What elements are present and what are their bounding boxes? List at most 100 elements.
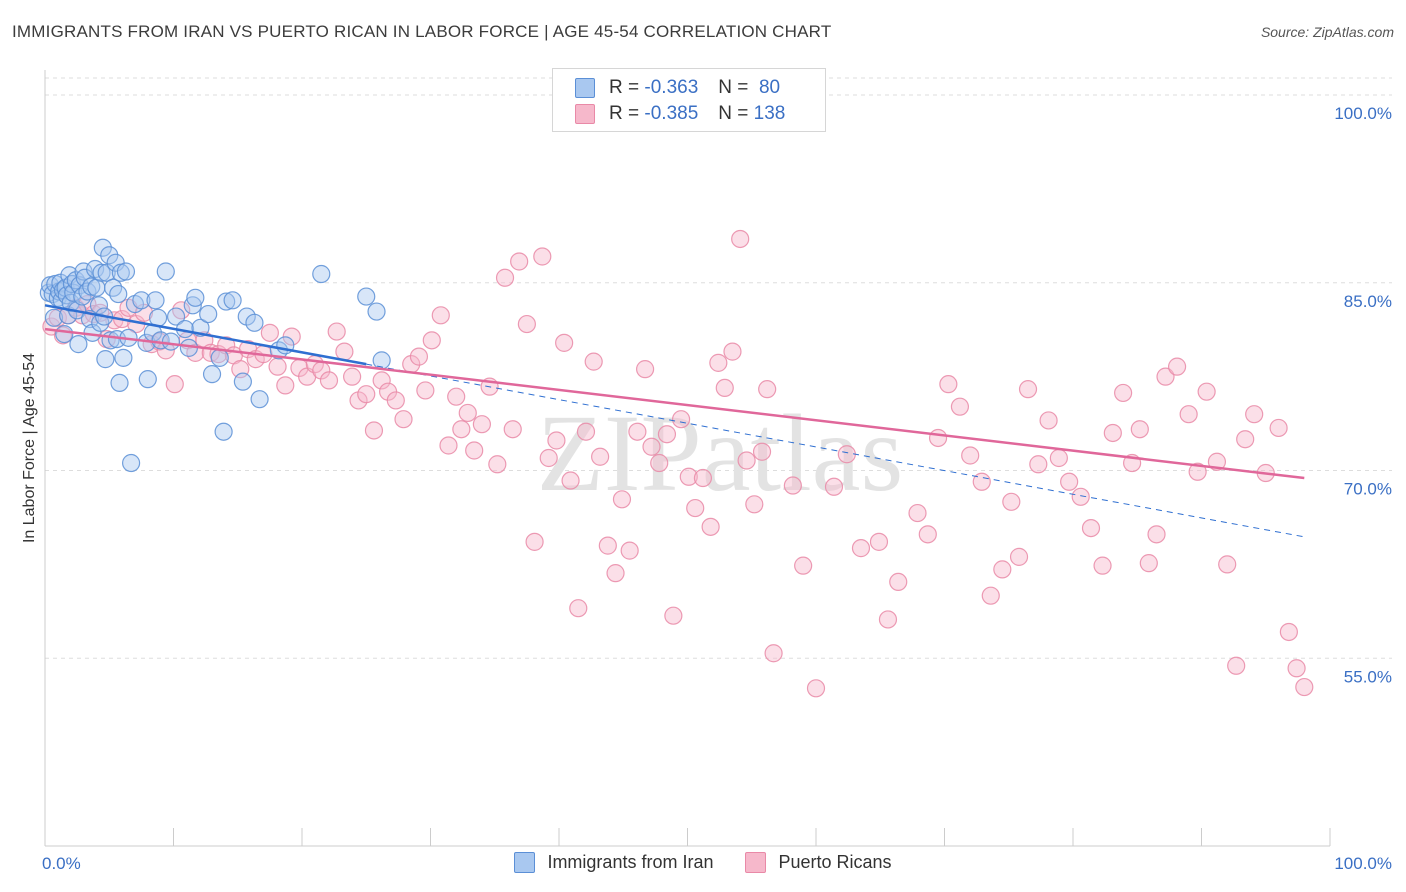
data-point	[93, 238, 112, 257]
data-point	[664, 606, 683, 625]
data-point	[1218, 555, 1237, 574]
x-tick-label: 100.0%	[1334, 854, 1392, 873]
data-point	[488, 455, 507, 474]
data-point	[1039, 411, 1058, 430]
data-point	[260, 323, 279, 342]
data-point	[97, 263, 116, 282]
blue-series	[39, 238, 391, 473]
data-point	[439, 436, 458, 455]
stats-row-pink: R = -0.385 N = 138	[575, 102, 785, 126]
data-point	[745, 495, 764, 514]
data-point	[1071, 487, 1090, 506]
data-point	[394, 410, 413, 429]
data-point	[783, 476, 802, 495]
data-point	[723, 342, 742, 361]
data-point	[584, 352, 603, 371]
data-point	[657, 425, 677, 444]
data-point	[576, 422, 596, 441]
data-point	[701, 517, 720, 536]
trend-lines	[44, 304, 1305, 538]
data-point	[758, 380, 777, 399]
trend-line-pink	[44, 327, 1305, 480]
data-point	[74, 262, 93, 281]
n-label: N =	[718, 103, 749, 124]
data-point	[121, 453, 141, 473]
data-point	[165, 375, 184, 394]
data-point	[1139, 554, 1158, 573]
data-point	[650, 453, 669, 473]
data-point	[452, 420, 471, 439]
legend-label-puerto-ricans: Puerto Ricans	[778, 852, 892, 872]
data-point	[386, 391, 405, 410]
data-point	[1060, 472, 1079, 491]
data-point	[939, 375, 958, 394]
pink-swatch-icon	[575, 104, 595, 124]
data-point	[1167, 357, 1187, 376]
data-point	[961, 446, 980, 465]
data-point	[628, 422, 647, 441]
data-point	[561, 471, 580, 490]
data-point	[1114, 383, 1133, 403]
data-point	[731, 229, 750, 249]
r-label: R =	[609, 77, 640, 98]
data-point	[591, 447, 610, 466]
data-point	[96, 350, 115, 369]
y-tick-label: 100.0%	[1334, 104, 1392, 123]
data-point	[100, 246, 119, 265]
pink-swatch-icon	[745, 852, 767, 873]
data-point	[422, 331, 441, 350]
n-value-blue: 80	[758, 77, 781, 98]
data-point	[517, 314, 536, 334]
data-point	[1009, 547, 1029, 566]
data-point	[981, 586, 1000, 605]
data-point	[533, 247, 552, 266]
stats-row-blue: R = -0.363 N = 80	[575, 76, 780, 100]
y-tick-label: 55.0%	[1344, 667, 1392, 686]
data-point	[465, 441, 484, 460]
data-point	[824, 477, 844, 496]
data-point	[268, 357, 287, 376]
n-value-pink: 138	[753, 103, 786, 124]
series-legend: Immigrants from Iran Puerto Ricans	[0, 852, 1406, 873]
data-point	[214, 422, 233, 441]
data-point	[693, 468, 713, 488]
data-point	[806, 679, 826, 698]
data-point	[1093, 556, 1112, 575]
watermark: ZIPatlas	[537, 392, 904, 514]
data-point	[1130, 420, 1149, 439]
data-point	[327, 322, 346, 341]
data-point	[89, 296, 109, 315]
trend-line-blue	[44, 304, 367, 366]
data-point	[908, 503, 927, 523]
data-point	[679, 467, 698, 486]
data-point	[335, 342, 354, 361]
blue-swatch-icon	[575, 78, 595, 98]
data-point	[132, 291, 151, 310]
data-point	[715, 378, 734, 398]
data-point	[110, 373, 129, 393]
y-axis-label: In Labor Force | Age 45-54	[21, 353, 38, 543]
data-point	[166, 307, 186, 326]
data-point	[510, 252, 529, 271]
data-point	[869, 532, 889, 551]
data-point	[431, 306, 450, 325]
data-point	[612, 490, 632, 509]
chart-title: IMMIGRANTS FROM IRAN VS PUERTO RICAN IN …	[12, 22, 832, 41]
data-point	[1029, 455, 1048, 474]
data-point	[993, 560, 1012, 579]
data-point	[109, 284, 128, 304]
data-point	[1279, 622, 1298, 642]
data-point	[1081, 518, 1101, 538]
data-point	[1179, 405, 1198, 424]
data-point	[837, 445, 856, 464]
data-point	[737, 451, 756, 470]
data-point	[372, 371, 391, 390]
data-point	[447, 387, 466, 406]
r-label: R =	[609, 103, 640, 124]
stats-legend: R = -0.363 N = 80 R = -0.385 N = 138	[552, 68, 826, 132]
r-value-pink: -0.385	[644, 103, 699, 124]
data-point	[598, 536, 617, 555]
data-point	[1156, 367, 1175, 386]
data-point	[186, 288, 205, 307]
